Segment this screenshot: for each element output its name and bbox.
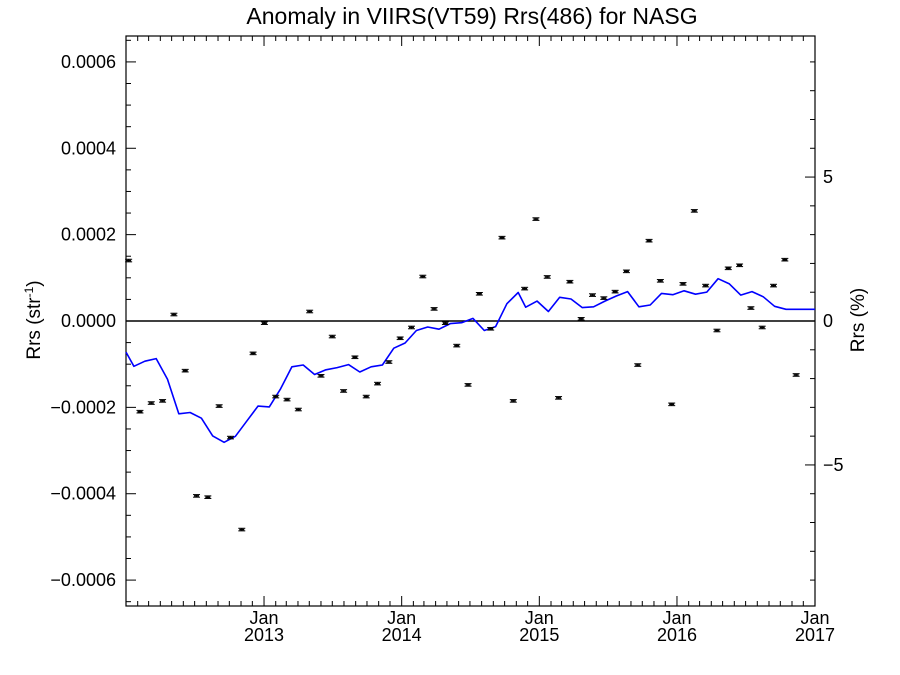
data-point bbox=[340, 389, 348, 393]
data-point bbox=[498, 235, 506, 240]
x-tick-month-label: Jan bbox=[800, 608, 829, 628]
data-point bbox=[577, 317, 585, 321]
data-point bbox=[713, 328, 721, 333]
y-tick-label: 0.0002 bbox=[61, 225, 116, 245]
y2-tick-label: 0 bbox=[823, 311, 833, 331]
y-axis-label-superscript: -1 bbox=[22, 286, 36, 297]
data-point bbox=[532, 217, 540, 221]
x-tick-year-label: 2017 bbox=[795, 625, 835, 645]
data-point bbox=[464, 383, 472, 387]
y2-tick-label: 5 bbox=[823, 167, 833, 187]
data-point bbox=[374, 381, 382, 386]
data-point bbox=[362, 394, 370, 399]
data-point bbox=[521, 286, 529, 291]
data-point bbox=[306, 309, 314, 314]
blue-series-line bbox=[125, 277, 815, 444]
y-tick-label: −0.0004 bbox=[50, 484, 116, 504]
x-tick-month-label: Jan bbox=[525, 608, 554, 628]
data-point bbox=[611, 289, 619, 294]
data-point bbox=[702, 283, 710, 288]
x-tick-year-label: 2014 bbox=[382, 625, 422, 645]
y-tick-label: −0.0002 bbox=[50, 397, 116, 417]
data-point bbox=[758, 325, 766, 330]
y-tick-label: 0.0006 bbox=[61, 52, 116, 72]
x-tick-year-label: 2015 bbox=[519, 625, 559, 645]
data-point bbox=[475, 292, 483, 296]
data-point bbox=[792, 373, 800, 377]
data-point bbox=[249, 351, 257, 356]
data-point bbox=[747, 306, 755, 310]
blue-series-layer bbox=[125, 277, 815, 444]
data-point bbox=[770, 283, 778, 288]
data-point bbox=[226, 435, 234, 440]
data-point bbox=[170, 312, 178, 317]
y-axis-label-main: Rrs (str bbox=[24, 297, 45, 360]
data-point bbox=[272, 394, 280, 399]
data-point bbox=[690, 209, 698, 213]
data-point bbox=[159, 399, 167, 403]
data-point bbox=[317, 374, 325, 378]
data-point bbox=[385, 360, 393, 364]
data-point bbox=[566, 279, 574, 284]
y-tick-label: 0.0000 bbox=[61, 311, 116, 331]
data-point bbox=[396, 336, 404, 341]
plot-axes: −0.0006 −0.0004 −0.0002 0.0000 0.0002 0.0004 0… bbox=[50, 35, 844, 645]
y2-axis-label: Rrs (%) bbox=[848, 288, 869, 352]
data-point bbox=[260, 321, 268, 325]
data-point bbox=[430, 307, 438, 311]
data-point bbox=[487, 326, 495, 331]
data-point bbox=[679, 282, 687, 286]
x-tick-month-label: Jan bbox=[662, 608, 691, 628]
data-point bbox=[407, 325, 415, 330]
x-tick-year-label: 2013 bbox=[244, 625, 284, 645]
data-point bbox=[668, 402, 676, 407]
data-point bbox=[441, 321, 449, 325]
data-point bbox=[634, 363, 642, 367]
data-point bbox=[147, 401, 155, 405]
y-axis-label: Rrs (str-1) bbox=[22, 280, 45, 359]
data-point bbox=[555, 396, 563, 400]
x-tick-month-label: Jan bbox=[250, 608, 279, 628]
y-tick-label: 0.0004 bbox=[61, 138, 116, 158]
data-point bbox=[645, 238, 653, 243]
data-point bbox=[136, 409, 144, 414]
data-point bbox=[588, 293, 596, 297]
data-point bbox=[294, 407, 302, 412]
black-series-layer bbox=[125, 209, 800, 532]
data-point bbox=[215, 404, 223, 408]
data-point bbox=[328, 334, 336, 339]
data-point bbox=[204, 495, 212, 499]
data-point bbox=[622, 269, 630, 274]
data-point bbox=[543, 275, 551, 279]
data-point bbox=[283, 397, 291, 402]
data-point bbox=[724, 266, 732, 271]
data-point bbox=[781, 257, 789, 262]
data-point bbox=[193, 494, 201, 498]
data-point bbox=[125, 258, 133, 263]
data-point bbox=[453, 343, 461, 348]
data-point bbox=[419, 274, 427, 279]
x-tick-year-label: 2016 bbox=[657, 625, 697, 645]
data-point bbox=[181, 368, 189, 373]
data-point bbox=[736, 263, 744, 268]
data-point bbox=[351, 355, 359, 360]
x-tick-month-label: Jan bbox=[387, 608, 416, 628]
y-axis-label-close: ) bbox=[24, 280, 45, 286]
data-point bbox=[600, 296, 608, 300]
y-tick-label: −0.0006 bbox=[50, 570, 116, 590]
chart-title: Anomaly in VIIRS(VT59) Rrs(486) for NASG bbox=[246, 3, 697, 29]
data-point bbox=[238, 527, 246, 532]
data-point bbox=[509, 399, 517, 403]
y2-tick-label: −5 bbox=[823, 455, 844, 475]
data-point bbox=[656, 279, 664, 283]
